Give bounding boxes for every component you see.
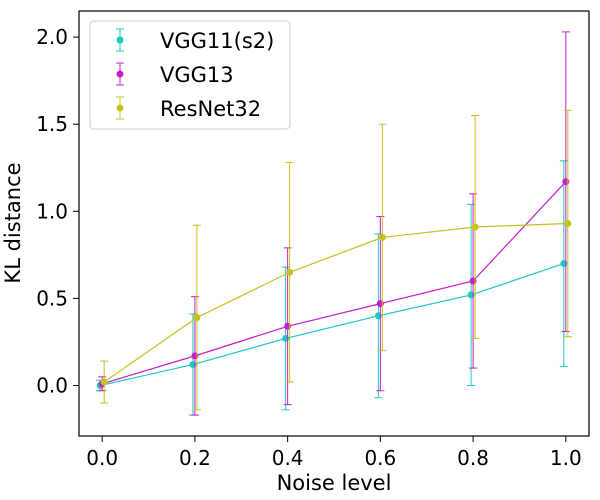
y-tick-label: 2.0 <box>36 25 68 49</box>
series-line <box>102 181 567 385</box>
data-point <box>564 220 572 227</box>
y-tick-label: 1.0 <box>36 199 68 223</box>
legend-marker <box>116 104 124 112</box>
y-tick-label: 1.5 <box>36 112 68 136</box>
x-axis-label: Noise level <box>277 471 392 495</box>
data-point <box>378 233 386 241</box>
legend-label: VGG13 <box>160 63 234 87</box>
data-point <box>193 314 201 322</box>
data-point <box>471 223 479 231</box>
x-tick-label: 0.4 <box>272 446 304 470</box>
series-resnet32 <box>100 109 572 411</box>
x-tick-label: 0.2 <box>179 446 211 470</box>
x-tick-label: 0.6 <box>364 446 396 470</box>
series-line <box>100 262 565 387</box>
legend-label: VGG11(s2) <box>160 29 274 53</box>
legend-marker <box>116 36 124 44</box>
data-marks <box>96 31 572 416</box>
data-point <box>100 378 108 386</box>
data-point <box>286 268 294 276</box>
plot-frame <box>78 10 590 437</box>
series-line <box>103 222 568 383</box>
legend-label: ResNet32 <box>160 97 261 121</box>
x-tick-label: 0.0 <box>86 446 118 470</box>
legend-marker <box>116 70 124 78</box>
legend-frame <box>89 20 291 130</box>
y-axis-label: KL distance <box>1 162 25 283</box>
x-tick-label: 0.8 <box>457 446 489 470</box>
legend: VGG11(s2) VGG13 ResNet32 <box>89 20 291 130</box>
axes: 0.0 0.2 0.4 0.6 0.8 1.0 0.0 0.5 1.0 1.5 2.0 <box>36 25 582 470</box>
x-tick-label: 1.0 <box>550 446 582 470</box>
y-tick-label: 0.0 <box>36 373 68 397</box>
y-tick-label: 0.5 <box>36 286 68 310</box>
